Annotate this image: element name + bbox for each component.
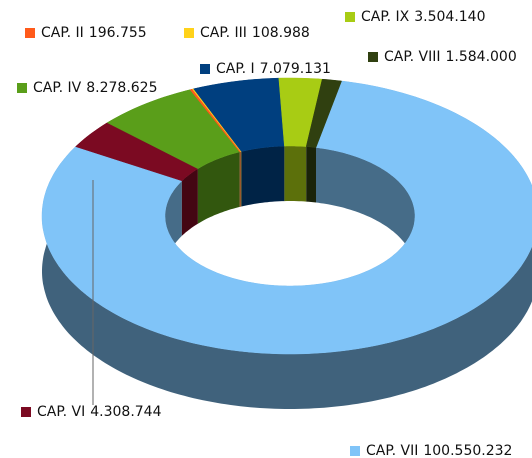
slice-label-name: CAP. VIII bbox=[384, 49, 440, 65]
slice-label-name: CAP. VII bbox=[366, 443, 418, 458]
slice-label: CAP. IV 8.278.625 bbox=[33, 80, 158, 96]
slice-label-name: CAP. I bbox=[216, 61, 255, 77]
slice-label-value: 100.550.232 bbox=[423, 443, 512, 458]
slice-label-name: CAP. IV bbox=[33, 80, 82, 96]
slice-inner-wall bbox=[241, 146, 285, 207]
slice-inner-wall bbox=[239, 151, 241, 207]
slice-label-value: 3.504.140 bbox=[414, 9, 485, 25]
slice-label-value: 8.278.625 bbox=[86, 80, 157, 96]
slice-label: CAP. II 196.755 bbox=[41, 25, 147, 41]
slice-label: CAP. VII 100.550.232 bbox=[366, 443, 512, 458]
slice-label-name: CAP. III bbox=[200, 25, 247, 41]
legend-swatch bbox=[21, 407, 31, 417]
slice-label-name: CAP. IX bbox=[361, 9, 410, 25]
legend-swatch bbox=[368, 52, 378, 62]
slice-inner-wall bbox=[197, 151, 240, 224]
legend-swatch bbox=[345, 12, 355, 22]
slice-label: CAP. III 108.988 bbox=[200, 25, 310, 41]
slice-label-name: CAP. VI bbox=[37, 404, 85, 420]
legend-swatch bbox=[184, 28, 194, 38]
slice-label-value: 108.988 bbox=[252, 25, 310, 41]
slice-label-name: CAP. II bbox=[41, 25, 84, 41]
slice-tops bbox=[41, 77, 532, 355]
slice-inner-wall bbox=[306, 146, 316, 203]
slice-label-value: 7.079.131 bbox=[260, 61, 331, 77]
slice-inner-wall bbox=[181, 168, 198, 236]
legend-swatch bbox=[200, 64, 210, 74]
slice-label-value: 196.755 bbox=[89, 25, 147, 41]
slice-inner-wall bbox=[240, 151, 242, 207]
legend-swatch bbox=[25, 28, 35, 38]
slice-label: CAP. IX 3.504.140 bbox=[361, 9, 486, 25]
legend-swatch bbox=[17, 83, 27, 93]
slice-label: CAP. I 7.079.131 bbox=[216, 61, 331, 77]
slice-label: CAP. VI 4.308.744 bbox=[37, 404, 162, 420]
slice-label-value: 1.584.000 bbox=[445, 49, 516, 65]
slice-inner-wall bbox=[284, 146, 307, 202]
slice-label-value: 4.308.744 bbox=[90, 404, 161, 420]
slice bbox=[305, 78, 342, 148]
slice-label: CAP. VIII 1.584.000 bbox=[384, 49, 517, 65]
legend-swatch bbox=[350, 446, 360, 456]
